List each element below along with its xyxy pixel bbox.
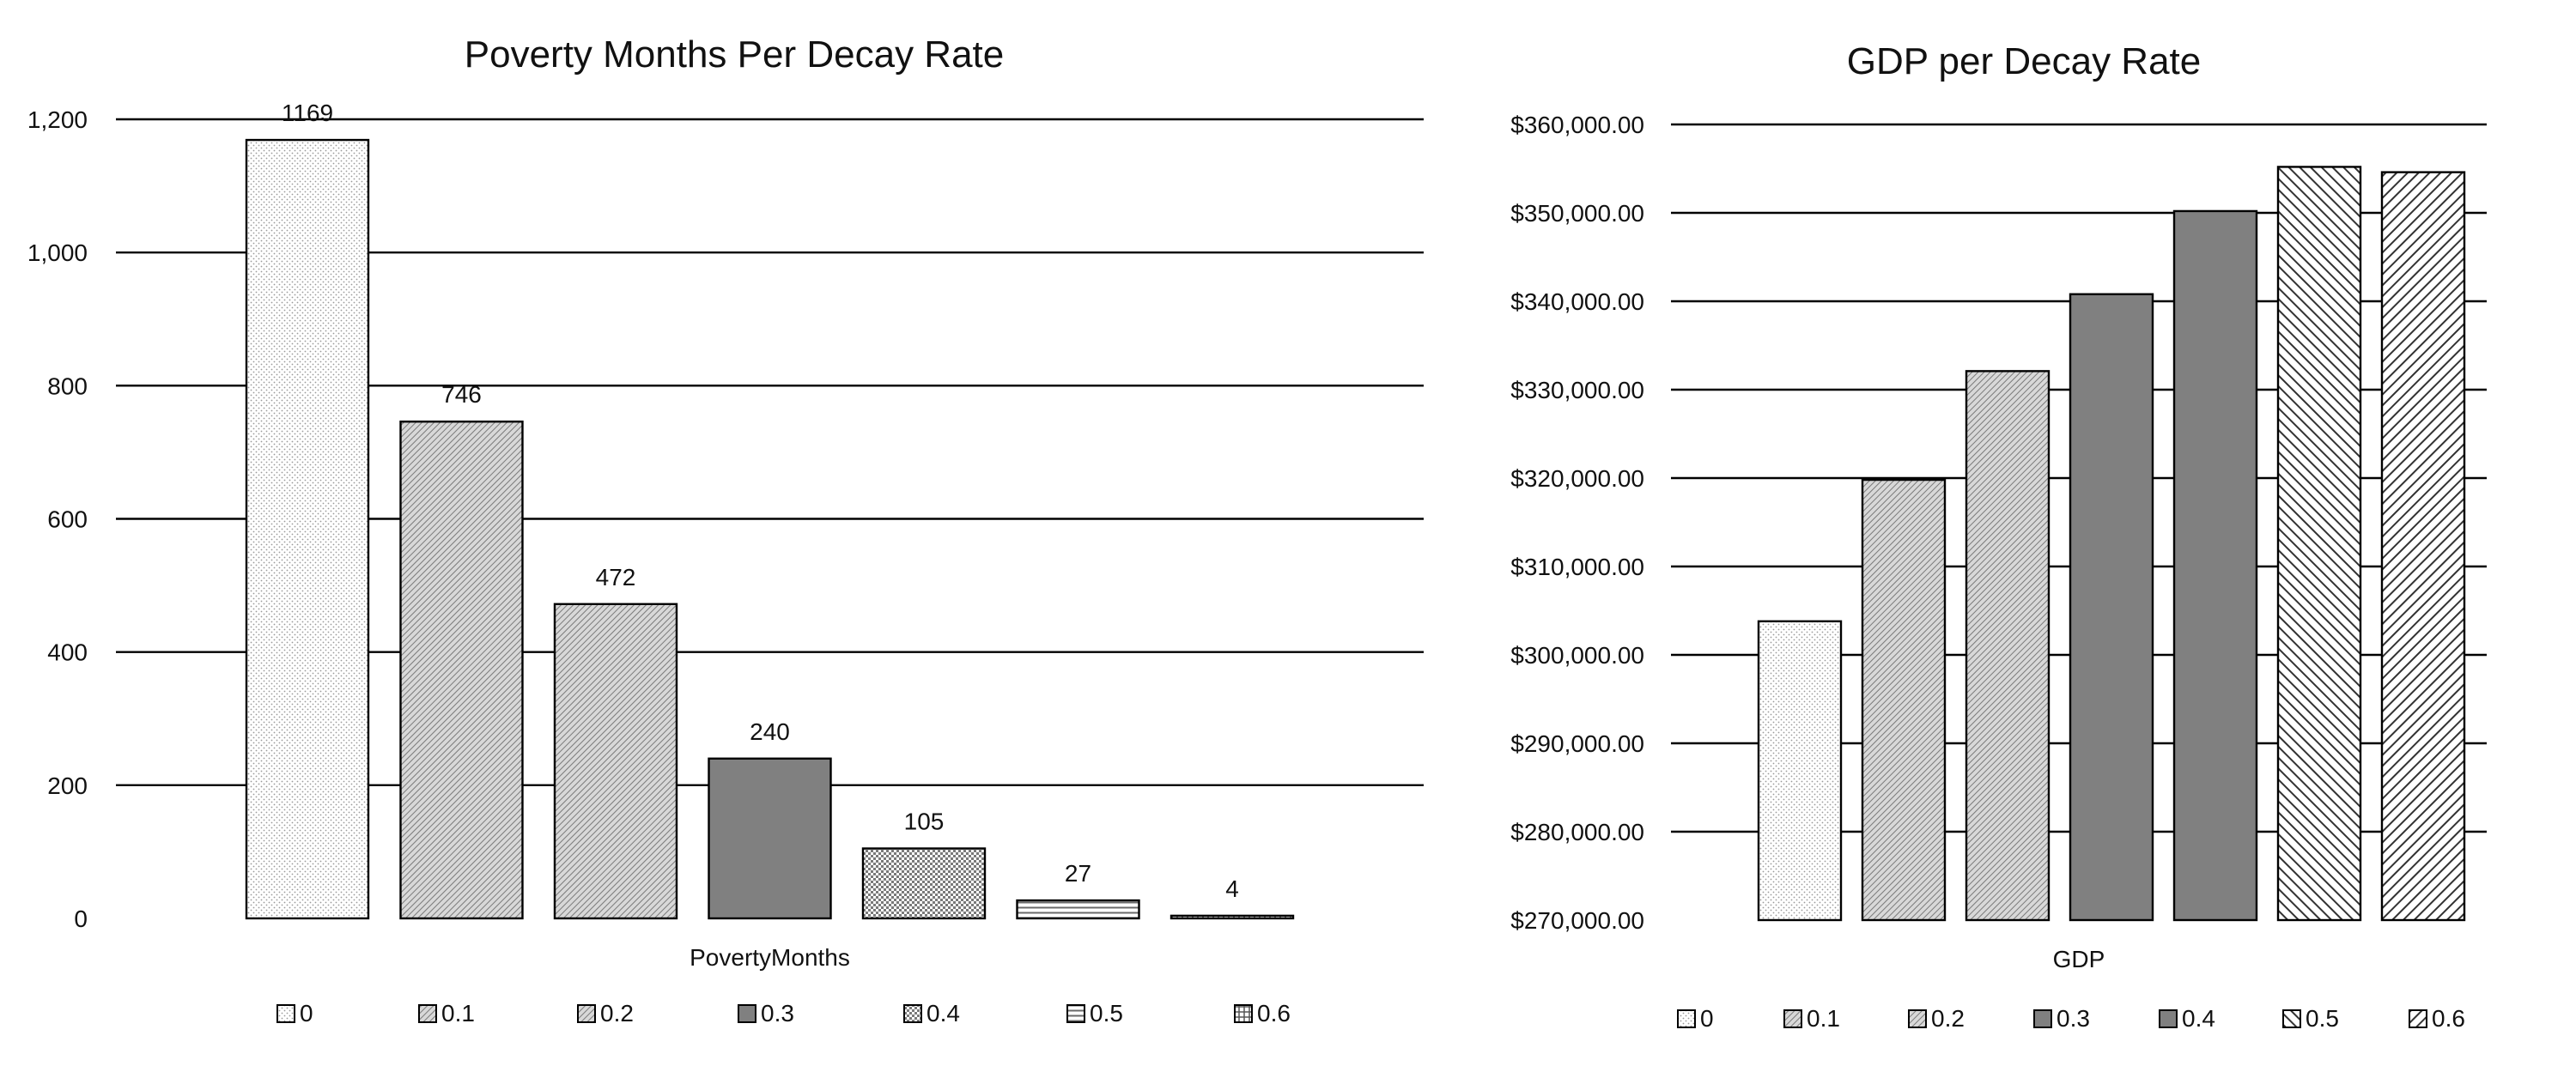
gdp-legend-swatch-0-2 xyxy=(1908,1009,1927,1028)
poverty-legend-swatch-0-6 xyxy=(1234,1004,1253,1023)
poverty-y-tick-label: 400 xyxy=(47,639,88,666)
poverty-bar-0-4 xyxy=(861,847,987,920)
gdp-y-tick-label: $300,000.00 xyxy=(1510,642,1644,669)
poverty-legend-swatch-0 xyxy=(276,1004,295,1023)
gdp-legend-swatch-0-5 xyxy=(2282,1009,2301,1028)
gdp-y-tick-label: $320,000.00 xyxy=(1510,465,1644,492)
gdp-legend-label: 0.5 xyxy=(2306,1005,2339,1032)
gdp-legend-label: 0.3 xyxy=(2057,1005,2090,1032)
poverty-chart-title: Poverty Months Per Decay Rate xyxy=(465,33,1004,76)
poverty-legend-swatch-0-4 xyxy=(903,1004,922,1023)
poverty-bar-0 xyxy=(245,138,370,920)
poverty-y-tick-label: 1,200 xyxy=(27,106,88,133)
gdp-legend-label: 0 xyxy=(1700,1005,1714,1032)
poverty-y-tick-label: 600 xyxy=(47,506,88,533)
poverty-legend-swatch-0-2 xyxy=(577,1004,596,1023)
poverty-data-label: 746 xyxy=(441,381,482,408)
gdp-bar-0-4 xyxy=(2172,209,2258,922)
gdp-legend-swatch-0-3 xyxy=(2033,1009,2052,1028)
gdp-bar-0-2 xyxy=(1965,370,2050,922)
gdp-legend-label: 0.1 xyxy=(1807,1005,1840,1032)
gdp-y-tick-label: $270,000.00 xyxy=(1510,907,1644,934)
poverty-months-chart: Poverty Months Per Decay Rate 0 200 400 600 8… xyxy=(27,33,1424,1027)
poverty-bar-0-3 xyxy=(708,757,832,920)
gdp-chart: GDP per Decay Rate $270,000.00 $280,000.00… xyxy=(1510,40,2487,1032)
gdp-legend-label: 0.6 xyxy=(2432,1005,2465,1032)
gdp-legend-swatch-0-6 xyxy=(2409,1009,2427,1028)
poverty-y-tick-label: 0 xyxy=(74,905,88,932)
poverty-legend-label: 0 xyxy=(300,1000,313,1027)
poverty-data-label: 240 xyxy=(750,718,790,745)
gdp-bar-0-5 xyxy=(2276,166,2362,922)
poverty-legend-label: 0.4 xyxy=(927,1000,960,1027)
poverty-legend-label: 0.2 xyxy=(600,1000,634,1027)
poverty-data-label: 4 xyxy=(1225,875,1239,902)
poverty-legend-label: 0.1 xyxy=(441,1000,475,1027)
poverty-data-label: 1169 xyxy=(282,100,333,126)
gdp-y-tick-label: $360,000.00 xyxy=(1510,112,1644,138)
poverty-bar-0-1 xyxy=(399,421,524,920)
gdp-y-tick-label: $280,000.00 xyxy=(1510,819,1644,845)
gdp-bar-0-1 xyxy=(1861,478,1947,922)
gdp-bar-0 xyxy=(1757,620,1843,922)
poverty-legend-label: 0.6 xyxy=(1257,1000,1291,1027)
poverty-bar-0-5 xyxy=(1016,899,1140,920)
gdp-y-tick-label: $290,000.00 xyxy=(1510,730,1644,757)
poverty-x-axis-label: PovertyMonths xyxy=(690,944,850,971)
poverty-legend-swatch-0-3 xyxy=(738,1004,756,1023)
poverty-legend-label: 0.3 xyxy=(761,1000,794,1027)
poverty-y-tick-label: 1,000 xyxy=(27,239,88,266)
poverty-y-tick-label: 200 xyxy=(47,772,88,799)
gdp-legend-swatch-0-4 xyxy=(2159,1009,2178,1028)
gdp-chart-title: GDP per Decay Rate xyxy=(1847,40,2201,82)
poverty-bar-0-2 xyxy=(553,603,678,920)
gdp-x-axis-label: GDP xyxy=(2053,946,2105,972)
poverty-data-label: 27 xyxy=(1065,860,1091,887)
poverty-legend-label: 0.5 xyxy=(1090,1000,1123,1027)
gdp-legend-label: 0.2 xyxy=(1931,1005,1965,1032)
poverty-data-label: 105 xyxy=(904,809,945,835)
gdp-legend-swatch-0-1 xyxy=(1783,1009,1802,1028)
gdp-y-tick-label: $340,000.00 xyxy=(1510,288,1644,315)
gdp-bar-0-6 xyxy=(2380,171,2466,922)
poverty-bar-0-6 xyxy=(1170,914,1295,920)
poverty-legend-swatch-0-1 xyxy=(418,1004,437,1023)
gdp-y-tick-label: $350,000.00 xyxy=(1510,200,1644,227)
poverty-data-label: 472 xyxy=(596,564,636,591)
gdp-legend-swatch-0 xyxy=(1677,1009,1696,1028)
poverty-legend-swatch-0-5 xyxy=(1066,1004,1085,1023)
gdp-legend-label: 0.4 xyxy=(2182,1005,2215,1032)
poverty-y-tick-label: 800 xyxy=(47,372,88,399)
gdp-y-tick-label: $310,000.00 xyxy=(1510,554,1644,580)
gdp-bar-0-3 xyxy=(2069,293,2154,922)
gdp-y-tick-label: $330,000.00 xyxy=(1510,377,1644,403)
